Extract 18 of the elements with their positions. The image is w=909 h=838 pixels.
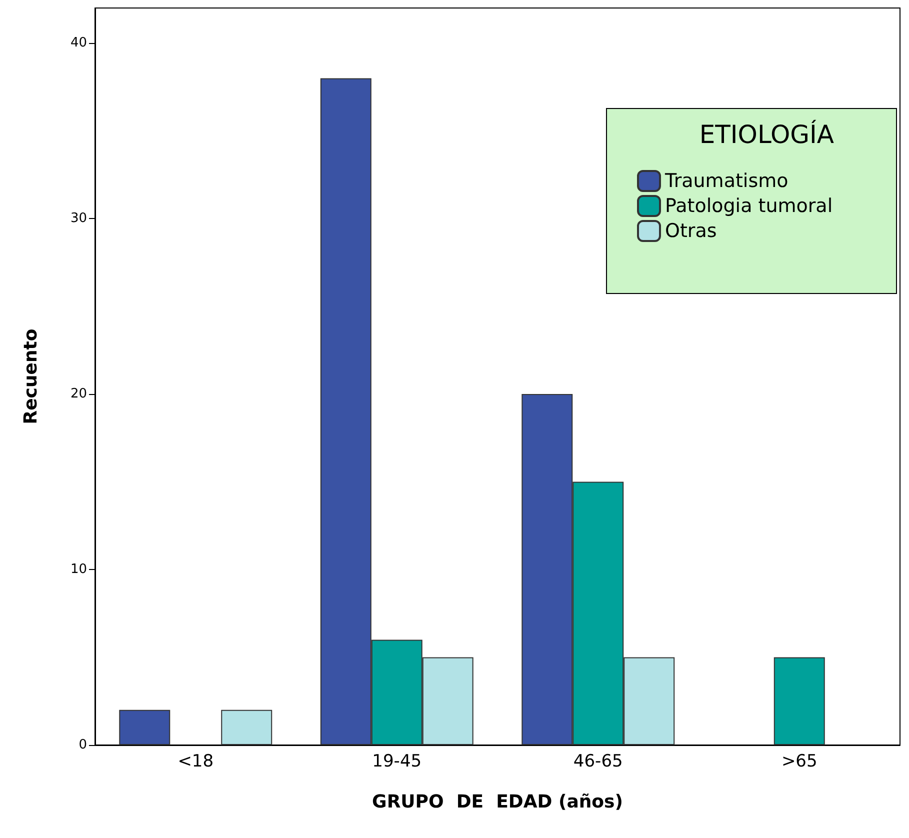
x-tick-label: <18	[178, 752, 214, 772]
y-tick-label: 40	[70, 36, 87, 51]
legend-label: Otras	[665, 220, 717, 242]
x-tick-label: >65	[781, 752, 818, 772]
x-tick-label: 46-65	[573, 752, 623, 772]
y-axis-title: Recuento	[20, 328, 42, 424]
legend-title: ETIOLOGÍA	[699, 119, 834, 149]
y-tick-label: 10	[70, 562, 87, 578]
y-tick-label: 0	[78, 738, 87, 752]
y-tick-label: 30	[70, 211, 87, 226]
bar	[119, 710, 170, 745]
x-tick-label: 19-45	[372, 752, 422, 772]
y-tick-label: 20	[70, 386, 87, 402]
x-axis-title: GRUPO DE EDAD (años)	[372, 792, 623, 812]
bar	[774, 657, 825, 745]
legend-label: Traumatismo	[664, 170, 788, 192]
bar	[221, 710, 272, 745]
legend-label: Patologia tumoral	[665, 195, 833, 217]
